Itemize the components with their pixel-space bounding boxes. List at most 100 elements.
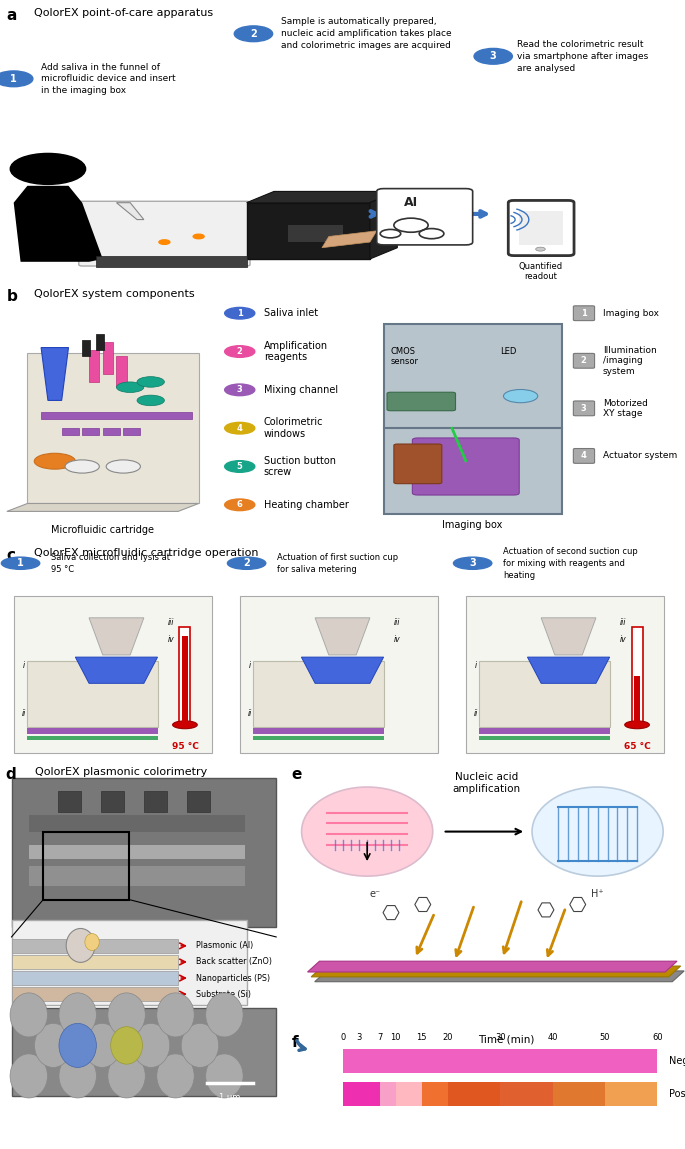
Circle shape <box>206 993 243 1036</box>
Text: c: c <box>7 548 16 563</box>
Text: Amplification
reagents: Amplification reagents <box>264 341 328 362</box>
Bar <box>41 412 192 419</box>
Bar <box>82 340 90 355</box>
Bar <box>123 429 140 434</box>
Circle shape <box>108 1054 145 1098</box>
Circle shape <box>0 71 33 86</box>
Circle shape <box>59 993 97 1036</box>
Circle shape <box>157 1054 195 1098</box>
Bar <box>466 596 664 754</box>
Circle shape <box>108 993 145 1036</box>
Text: Plasmonic (Al): Plasmonic (Al) <box>196 941 253 950</box>
FancyBboxPatch shape <box>573 401 595 416</box>
Text: iv: iv <box>168 635 175 645</box>
Bar <box>359 1082 380 1106</box>
Text: Read the colorimetric result
via smartphone after images
are analysed: Read the colorimetric result via smartph… <box>517 40 649 72</box>
Bar <box>479 728 610 733</box>
Circle shape <box>137 395 164 406</box>
Text: 5: 5 <box>237 462 242 471</box>
Text: Negative: Negative <box>669 1056 685 1065</box>
Bar <box>253 728 384 733</box>
Bar <box>422 1082 448 1106</box>
Circle shape <box>503 390 538 402</box>
Bar <box>343 1049 359 1073</box>
Bar <box>12 920 247 1004</box>
Circle shape <box>10 154 86 184</box>
Text: 15: 15 <box>416 1033 427 1042</box>
Text: 1 μm: 1 μm <box>219 1093 241 1102</box>
Text: 3: 3 <box>469 558 476 569</box>
Text: 6: 6 <box>237 500 242 509</box>
Text: Sample is automatically prepared,
nucleic acid amplification takes place
and col: Sample is automatically prepared, nuclei… <box>281 17 451 51</box>
Text: Nanoparticles (PS): Nanoparticles (PS) <box>196 973 270 982</box>
Text: ii: ii <box>248 709 252 718</box>
Text: f: f <box>292 1035 298 1050</box>
Text: iii: iii <box>168 618 175 626</box>
Circle shape <box>34 1024 72 1067</box>
Circle shape <box>111 1027 142 1064</box>
Text: Quantified
readout: Quantified readout <box>519 262 562 282</box>
Polygon shape <box>315 618 370 655</box>
Text: 60: 60 <box>652 1033 662 1042</box>
Circle shape <box>65 460 99 473</box>
Circle shape <box>225 346 255 357</box>
Text: e⁻: e⁻ <box>369 888 381 899</box>
Bar <box>500 1082 553 1106</box>
Text: QolorEX plasmonic colorimetry: QolorEX plasmonic colorimetry <box>34 768 207 778</box>
Bar <box>422 1049 448 1073</box>
Text: 50: 50 <box>599 1033 610 1042</box>
Bar <box>89 350 99 381</box>
Text: iv: iv <box>620 635 627 645</box>
Circle shape <box>225 423 255 434</box>
Polygon shape <box>116 202 144 219</box>
Circle shape <box>59 1024 97 1067</box>
Polygon shape <box>41 347 68 401</box>
Bar <box>384 324 562 514</box>
Circle shape <box>227 557 266 570</box>
Text: Actuation of first suction cup
for saliva metering: Actuation of first suction cup for saliv… <box>277 553 399 573</box>
Text: QolorEX point-of-care apparatus: QolorEX point-of-care apparatus <box>34 8 213 18</box>
Bar <box>12 1008 276 1096</box>
Circle shape <box>182 1024 219 1067</box>
Text: 4: 4 <box>237 424 242 433</box>
Text: Heating chamber: Heating chamber <box>264 500 349 510</box>
Text: 3: 3 <box>490 52 497 61</box>
Circle shape <box>66 928 95 963</box>
Polygon shape <box>75 657 158 684</box>
Bar <box>12 939 178 953</box>
Text: 1: 1 <box>17 558 24 569</box>
Circle shape <box>225 384 255 395</box>
Text: Positive: Positive <box>669 1089 685 1100</box>
Text: 0: 0 <box>340 1033 346 1042</box>
Text: 10: 10 <box>390 1033 401 1042</box>
Circle shape <box>225 461 255 472</box>
Polygon shape <box>89 618 144 655</box>
Bar <box>187 792 210 811</box>
Text: Colorimetric
windows: Colorimetric windows <box>264 417 323 439</box>
Bar <box>605 1049 657 1073</box>
Bar <box>96 256 247 268</box>
Circle shape <box>132 1024 170 1067</box>
Bar <box>479 662 610 727</box>
Circle shape <box>10 993 47 1036</box>
Circle shape <box>34 453 75 469</box>
Bar <box>116 355 127 387</box>
Circle shape <box>625 720 649 728</box>
Bar <box>343 1082 359 1106</box>
Text: Actuator system: Actuator system <box>603 452 677 461</box>
Circle shape <box>453 557 492 570</box>
Circle shape <box>206 1054 243 1098</box>
Circle shape <box>474 48 512 64</box>
FancyBboxPatch shape <box>573 306 595 321</box>
Circle shape <box>225 308 255 319</box>
Text: 2: 2 <box>243 558 250 569</box>
FancyBboxPatch shape <box>377 188 473 245</box>
Bar <box>14 596 212 754</box>
Text: 3: 3 <box>356 1033 362 1042</box>
Polygon shape <box>370 192 397 259</box>
Bar <box>634 676 640 725</box>
Bar <box>247 202 370 259</box>
Text: ii: ii <box>22 709 26 718</box>
FancyBboxPatch shape <box>79 201 250 267</box>
Text: Microfluidic cartridge: Microfluidic cartridge <box>51 525 154 535</box>
